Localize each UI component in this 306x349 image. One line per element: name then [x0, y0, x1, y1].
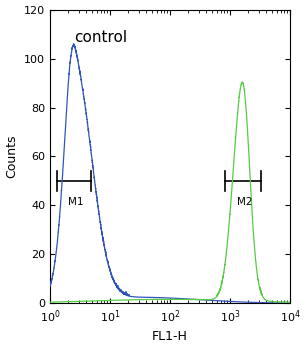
Text: M1: M1	[68, 198, 83, 207]
Text: control: control	[74, 30, 127, 45]
X-axis label: FL1-H: FL1-H	[152, 331, 188, 343]
Text: M2: M2	[237, 198, 252, 207]
Y-axis label: Counts: Counts	[6, 135, 19, 178]
